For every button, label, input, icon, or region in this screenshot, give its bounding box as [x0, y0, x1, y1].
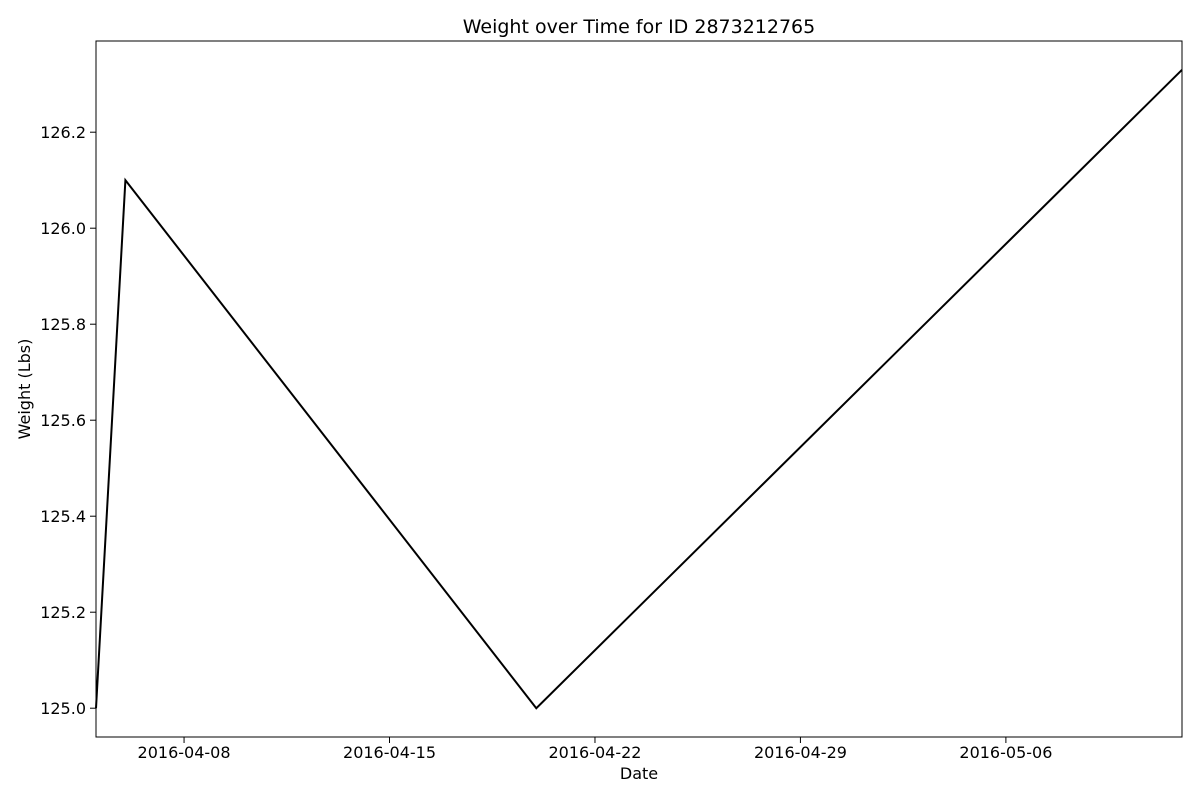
y-tick-label: 125.8	[40, 315, 86, 334]
x-tick-label: 2016-05-06	[959, 743, 1052, 762]
y-tick-label: 125.2	[40, 603, 86, 622]
y-tick-label: 126.2	[40, 123, 86, 142]
series-line	[95, 69, 1183, 710]
chart-title: Weight over Time for ID 2873212765	[463, 16, 816, 38]
x-tick-label: 2016-04-15	[343, 743, 436, 762]
y-tick-label: 125.4	[40, 507, 86, 526]
x-tick-label: 2016-04-29	[754, 743, 847, 762]
y-axis-label: Weight (Lbs)	[15, 339, 34, 440]
y-tick-label: 125.0	[40, 699, 86, 718]
x-tick-label: 2016-04-08	[138, 743, 231, 762]
y-tick-label: 126.0	[40, 219, 86, 238]
y-tick-label: 125.6	[40, 411, 86, 430]
axes-frame	[95, 40, 1183, 738]
plot-area: 125.0 125.2 125.4 125.6 125.8 126.0 126.2 2016-…	[40, 40, 1183, 762]
x-axis-label: Date	[620, 764, 658, 783]
x-tick-label: 2016-04-22	[548, 743, 641, 762]
